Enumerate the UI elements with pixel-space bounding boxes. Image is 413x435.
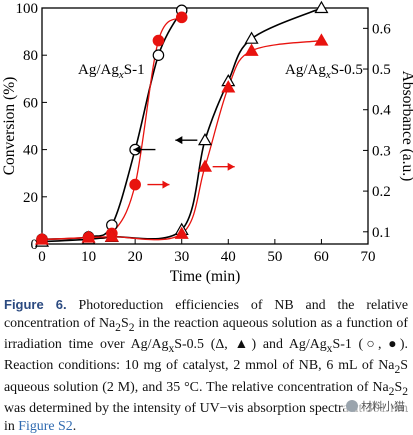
y2-tick-label: 0.4: [372, 103, 391, 119]
plot-frame: [41, 7, 369, 245]
y2-tick-label: 0.2: [372, 184, 391, 200]
caption-sub: x: [168, 341, 175, 355]
caption-sub: x: [326, 341, 333, 355]
caption-text: in the reaction aqueous solution as a fu…: [4, 315, 409, 352]
caption-text: S: [394, 379, 403, 395]
figure: 0 10 20 30 40 50 60 70 0 20 40 60 80 100 0.1 0.2 0.3 0.4 0…: [1, 0, 413, 285]
caption-sub: 2: [128, 320, 135, 334]
x-tick-label: 60: [314, 249, 329, 265]
series-annotation-ag-agxs-0-5: Ag/AgxS-0.5: [285, 62, 363, 81]
y-tick-label: 60: [23, 95, 38, 111]
series-line-2: [41, 7, 322, 243]
data-point-2: [197, 132, 213, 146]
axis-arrowhead-1: [162, 180, 170, 189]
x-tick-label: 50: [267, 249, 282, 265]
y-tick-label: 0: [31, 237, 39, 253]
x-tick-label: 30: [174, 249, 189, 265]
data-point-0: [152, 49, 165, 61]
caption-sub: 2: [388, 384, 395, 398]
y-tick-label: 20: [23, 190, 38, 206]
y2-tick-label: 0.3: [372, 143, 391, 159]
y2-tick-label: 0.6: [372, 21, 391, 37]
data-point-1: [152, 34, 165, 47]
caption-sub: 2: [402, 384, 408, 398]
wechat-icon: [346, 400, 358, 412]
caption-text: S-1 (○, ●). Reaction conditions: 10 mg o…: [4, 336, 408, 374]
caption-sub: 2: [115, 320, 121, 334]
series-annotation-ag-agxs-1: Ag/AgxS-1: [78, 62, 145, 81]
data-point-1: [175, 11, 188, 24]
axis-arrowhead-0: [133, 145, 141, 154]
y2-axis-label: Absorbance (a.u.): [399, 71, 413, 182]
x-tick-label: 0: [38, 249, 46, 265]
axis-arrowhead-3: [227, 162, 235, 171]
data-point-3: [314, 33, 329, 46]
y-axis-label: Conversion (%): [1, 77, 18, 176]
data-point-3: [81, 230, 96, 243]
data-point-3: [174, 226, 189, 239]
chart-svg: 0 10 20 30 40 50 60 70 0 20 40 60 80 100 0.1 0.2 0.3 0.4 0…: [1, 0, 413, 285]
y2-tick-label: 0.5: [372, 62, 391, 78]
caption-text: S-0.5 (Δ, ▲) and Ag/Ag: [174, 336, 327, 352]
caption-text: S: [120, 315, 129, 331]
x-tick-label: 40: [221, 249, 236, 265]
data-point-1: [129, 178, 141, 191]
figure-s2-link[interactable]: Figure S2: [18, 418, 73, 434]
figure-caption: Figure 6. Photoreduction efficiencies of…: [4, 296, 409, 434]
data-point-3: [221, 80, 236, 93]
x-tick-label: 10: [81, 249, 96, 265]
x-axis-label: Time (min): [170, 268, 240, 285]
axis-arrowhead-2: [175, 136, 183, 145]
caption-text: S aqueous solution (2 M), and 35 °C. The…: [4, 358, 408, 395]
x-tick-label: 20: [128, 249, 143, 265]
data-point-3: [34, 232, 50, 245]
y-tick-label: 100: [16, 1, 39, 17]
caption-figure-label: Figure 6.: [4, 297, 67, 312]
watermark: 材料小猫: [344, 398, 407, 414]
watermark-text: 材料小猫: [361, 401, 405, 413]
data-point-3: [104, 229, 119, 242]
y-tick-label: 80: [23, 48, 38, 64]
caption-sub: 2: [394, 363, 401, 377]
data-point-3: [197, 159, 213, 172]
y2-tick-label: 0.1: [372, 225, 391, 241]
data-point-2: [244, 31, 259, 44]
data-point-3: [244, 43, 259, 56]
y-tick-label: 40: [23, 143, 38, 159]
caption-text: Photoreduction efficiencies of NB and th…: [4, 298, 408, 331]
data-point-2: [314, 0, 329, 14]
x-tick-label: 70: [361, 249, 376, 265]
caption-text: .: [72, 418, 77, 434]
